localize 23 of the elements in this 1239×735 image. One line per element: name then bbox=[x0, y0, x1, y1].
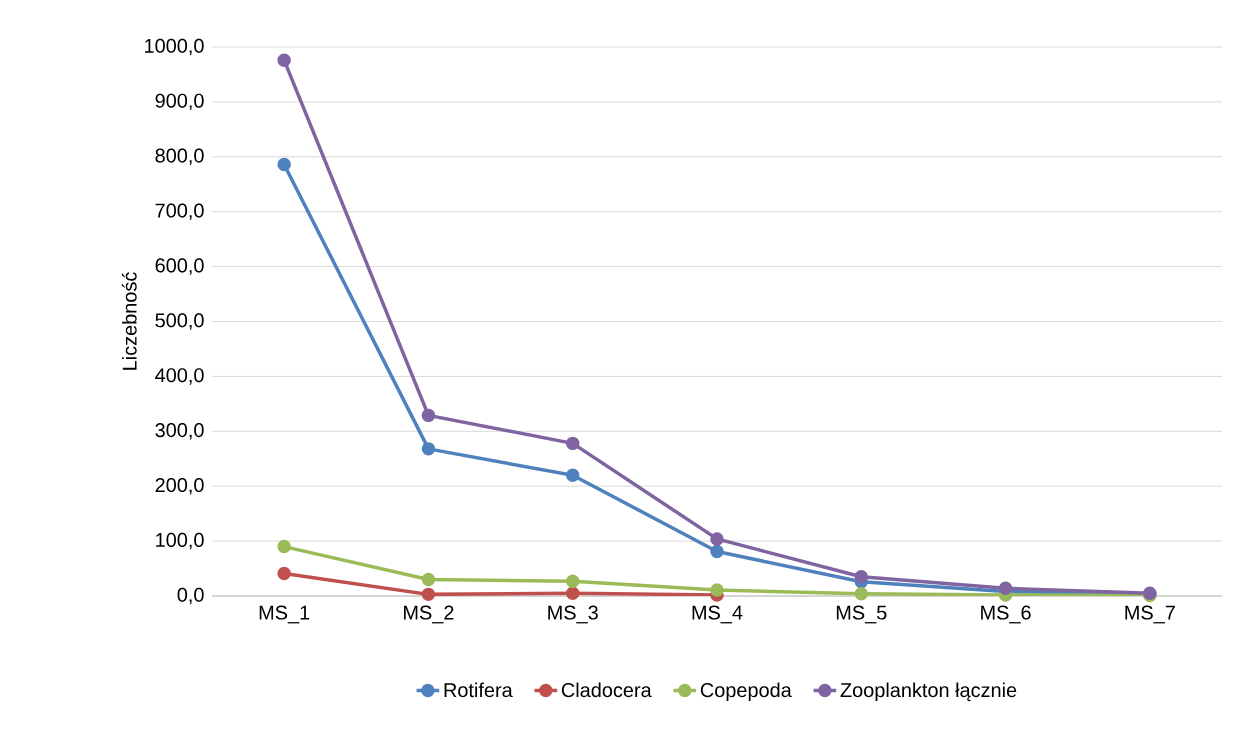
x-tick-label: MS_4 bbox=[692, 605, 743, 624]
y-tick-label: 200,0 bbox=[155, 477, 204, 495]
y-tick-label: 500,0 bbox=[155, 313, 204, 330]
x-tick-label: MS_7 bbox=[1125, 605, 1175, 624]
y-tick-label: 900,0 bbox=[155, 93, 204, 111]
y-tick-label: 0,0 bbox=[177, 587, 204, 605]
legend-label: Zooplankton łącznie bbox=[840, 682, 1017, 702]
y-tick-label: 100,0 bbox=[156, 532, 204, 550]
y-tick-label: 300,0 bbox=[155, 423, 204, 440]
y-tick-label: 1000,0 bbox=[145, 38, 204, 56]
y-tick-label: 600,0 bbox=[155, 258, 204, 275]
y-tick-label: 700,0 bbox=[155, 203, 204, 220]
y-tick-label: 800,0 bbox=[155, 148, 204, 166]
legend-label: Rotifera bbox=[444, 682, 513, 698]
x-tick-label: MS_3 bbox=[548, 605, 598, 624]
x-tick-label: MS_1 bbox=[259, 605, 310, 624]
y-tick-label: 400,0 bbox=[155, 368, 204, 385]
legend-label: Copepoda bbox=[700, 682, 792, 702]
legend-label: Cladocera bbox=[561, 682, 652, 698]
x-tick-label: MS_6 bbox=[981, 605, 1031, 624]
y-axis-title: Liczebność bbox=[121, 272, 137, 370]
x-tick-label: MS_5 bbox=[836, 605, 887, 624]
x-tick-label: MS_2 bbox=[404, 605, 454, 624]
